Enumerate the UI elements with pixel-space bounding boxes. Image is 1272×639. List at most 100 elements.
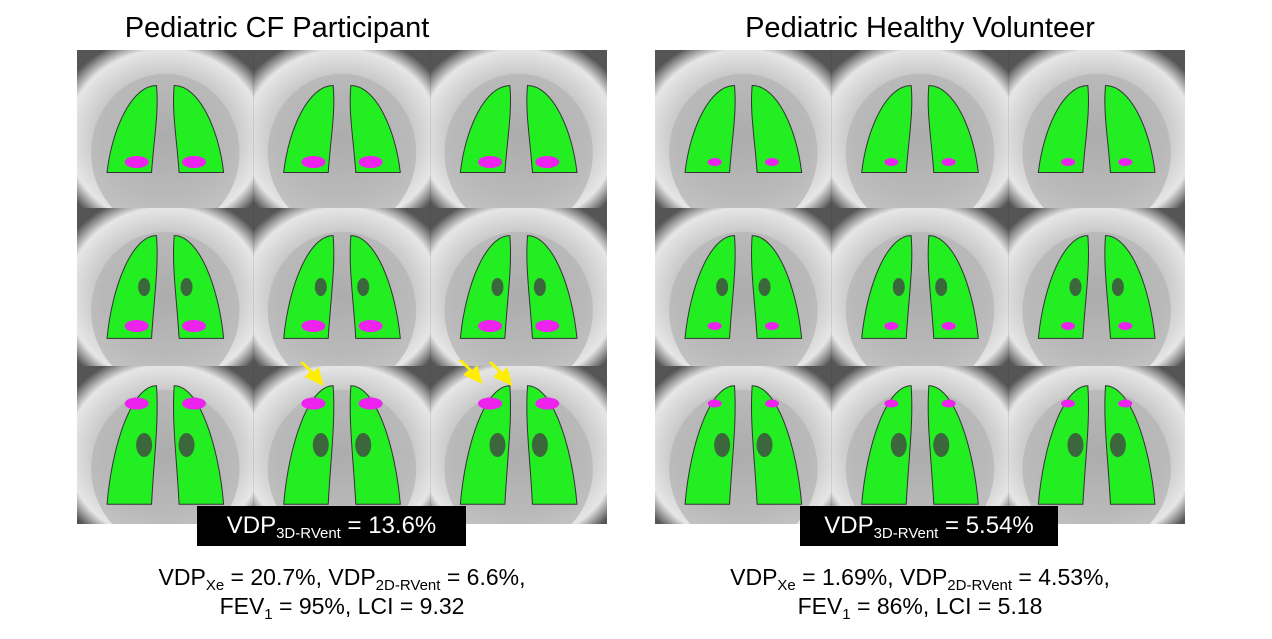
stat-text: = 20.7%, VDP bbox=[224, 564, 376, 590]
healthy-lung-left bbox=[750, 85, 803, 173]
cf-defect-spot bbox=[181, 156, 206, 169]
healthy-unventilated-region bbox=[1111, 278, 1124, 296]
cf-slice-5 bbox=[253, 208, 431, 390]
healthy-defect-spot bbox=[707, 158, 722, 167]
cf-slice-7 bbox=[77, 366, 254, 524]
cf-slice-6 bbox=[430, 208, 607, 390]
yellow-arrow-2 bbox=[458, 360, 483, 384]
healthy-slice-2 bbox=[831, 50, 1009, 232]
healthy-mri-grid bbox=[655, 50, 1185, 524]
cf-unventilated-region bbox=[136, 433, 153, 457]
cf-stats: VDPXe = 20.7%, VDP2D-RVent = 6.6%, FEV1 … bbox=[77, 563, 607, 622]
healthy-defect-spot bbox=[941, 399, 956, 408]
healthy-unventilated-region bbox=[716, 278, 729, 296]
cf-defect-spot bbox=[124, 156, 149, 169]
cf-panel-title: Pediatric CF Participant bbox=[124, 12, 430, 44]
cf-slice-4 bbox=[77, 208, 254, 390]
cf-lung-right bbox=[106, 85, 158, 173]
healthy-defect-spot bbox=[1061, 158, 1076, 167]
stat-text: = 86%, LCI = 5.18 bbox=[850, 593, 1043, 619]
healthy-defect-spot bbox=[1061, 399, 1076, 408]
healthy-defect-spot bbox=[1061, 322, 1076, 331]
healthy-defect-spot bbox=[884, 158, 899, 167]
healthy-vdp3d-value: = 5.54% bbox=[938, 512, 1034, 539]
healthy-unventilated-region bbox=[1069, 278, 1082, 296]
cf-unventilated-region bbox=[531, 433, 548, 457]
cf-mri-grid bbox=[77, 50, 607, 524]
cf-defect-spot bbox=[358, 320, 383, 333]
cf-unventilated-region bbox=[138, 278, 151, 296]
healthy-defect-spot bbox=[764, 158, 779, 167]
healthy-lung-right bbox=[684, 235, 736, 339]
cf-lung-right bbox=[459, 85, 512, 173]
cf-slice-9 bbox=[430, 366, 607, 524]
cf-mri-svg bbox=[77, 50, 607, 524]
cf-lung-left bbox=[349, 85, 401, 173]
healthy-slice-7 bbox=[655, 366, 832, 524]
cf-unventilated-region bbox=[314, 278, 327, 296]
healthy-lung-right bbox=[861, 85, 913, 173]
healthy-lung-right bbox=[1037, 85, 1090, 173]
healthy-vdp3d-sub: 3D-RVent bbox=[873, 525, 939, 542]
cf-unventilated-region bbox=[357, 278, 370, 296]
healthy-lung-left bbox=[750, 235, 803, 339]
stat-subscript: Xe bbox=[777, 577, 796, 594]
cf-defect-spot bbox=[358, 156, 383, 169]
healthy-lung-left bbox=[1104, 85, 1156, 173]
healthy-unventilated-region bbox=[892, 278, 905, 296]
healthy-slice-4 bbox=[655, 208, 832, 390]
cf-vdp3d-sub: 3D-RVent bbox=[276, 525, 341, 542]
cf-vdp3d-value: = 13.6% bbox=[340, 512, 437, 539]
healthy-lung-right bbox=[1037, 235, 1090, 339]
healthy-slice-1 bbox=[655, 50, 832, 232]
cf-unventilated-region bbox=[355, 433, 372, 457]
cf-stats-line2: FEV1 = 95%, LCI = 9.32 bbox=[77, 592, 607, 622]
stat-text: VDP bbox=[158, 564, 206, 590]
cf-defect-spot bbox=[124, 397, 149, 410]
healthy-unventilated-region bbox=[1109, 433, 1126, 457]
healthy-lung-right bbox=[861, 235, 913, 339]
healthy-slice-5 bbox=[831, 208, 1009, 390]
stat-text: FEV bbox=[797, 593, 843, 619]
cf-unventilated-region bbox=[491, 278, 504, 296]
healthy-defect-spot bbox=[764, 399, 779, 408]
cf-unventilated-region bbox=[533, 278, 546, 296]
healthy-defect-spot bbox=[707, 399, 722, 408]
healthy-unventilated-region bbox=[1067, 433, 1084, 457]
cf-unventilated-region bbox=[178, 433, 195, 457]
healthy-vdp3d-label: VDP3D-RVent = 5.54% bbox=[800, 506, 1058, 546]
healthy-slice-9 bbox=[1008, 366, 1185, 524]
cf-lung-left bbox=[172, 235, 225, 339]
cf-lung-right bbox=[459, 235, 512, 339]
stat-subscript: 2D-RVent bbox=[375, 577, 441, 594]
cf-lung-left bbox=[349, 235, 401, 339]
cf-defect-spot bbox=[181, 320, 206, 333]
cf-slice-3 bbox=[430, 50, 607, 232]
stat-text: VDP bbox=[730, 564, 778, 590]
cf-unventilated-region bbox=[180, 278, 193, 296]
healthy-defect-spot bbox=[941, 322, 956, 331]
healthy-defect-spot bbox=[764, 322, 779, 331]
cf-lung-left bbox=[526, 85, 578, 173]
stat-text: = 95%, LCI = 9.32 bbox=[272, 593, 465, 619]
healthy-defect-spot bbox=[1118, 399, 1133, 408]
cf-unventilated-region bbox=[312, 433, 329, 457]
cf-lung-right bbox=[283, 85, 335, 173]
cf-defect-spot bbox=[535, 320, 560, 333]
cf-defect-spot bbox=[478, 156, 503, 169]
cf-slice-8 bbox=[253, 366, 431, 524]
cf-lung-right bbox=[106, 235, 158, 339]
cf-slice-2 bbox=[253, 50, 431, 232]
yellow-arrow-1 bbox=[299, 362, 324, 386]
healthy-mri-svg bbox=[655, 50, 1185, 524]
cf-unventilated-region bbox=[489, 433, 506, 457]
cf-lung-left bbox=[526, 235, 578, 339]
cf-panel: Pediatric CF Participant VDP 3D-RVent = 1… bbox=[0, 0, 607, 639]
cf-defect-spot bbox=[301, 156, 326, 169]
cf-defect-spot bbox=[358, 397, 383, 410]
cf-stats-line1: VDPXe = 20.7%, VDP2D-RVent = 6.6%, bbox=[77, 563, 607, 594]
healthy-defect-spot bbox=[884, 399, 899, 408]
cf-defect-spot bbox=[478, 320, 503, 333]
cf-slice-1 bbox=[77, 50, 254, 232]
